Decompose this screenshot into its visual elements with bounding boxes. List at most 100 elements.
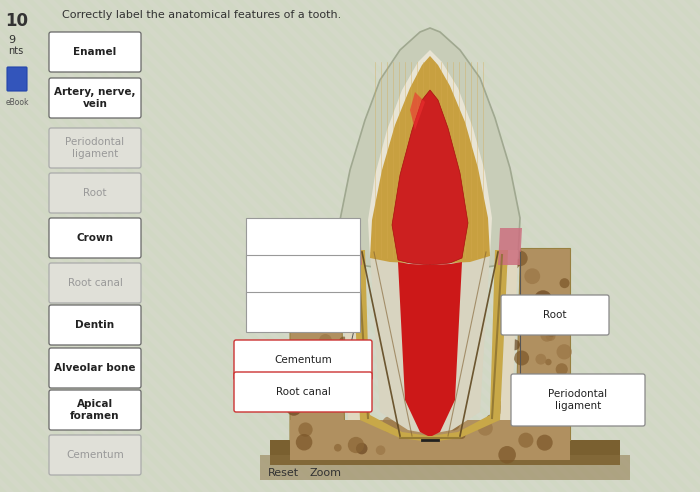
- Circle shape: [517, 296, 523, 303]
- Text: Dentin: Dentin: [76, 320, 115, 330]
- Polygon shape: [290, 248, 345, 440]
- Polygon shape: [362, 0, 700, 492]
- Text: Root canal: Root canal: [68, 278, 122, 288]
- Polygon shape: [530, 0, 700, 492]
- Polygon shape: [498, 228, 522, 265]
- Circle shape: [507, 256, 520, 269]
- Polygon shape: [54, 0, 553, 492]
- Polygon shape: [515, 248, 570, 440]
- Polygon shape: [370, 252, 490, 434]
- Polygon shape: [0, 0, 231, 492]
- Circle shape: [310, 285, 322, 297]
- Circle shape: [534, 290, 552, 308]
- Circle shape: [546, 331, 556, 341]
- FancyBboxPatch shape: [501, 295, 609, 335]
- Circle shape: [556, 363, 568, 375]
- Circle shape: [545, 323, 558, 337]
- Polygon shape: [236, 0, 700, 492]
- Polygon shape: [0, 0, 413, 492]
- Text: Crown: Crown: [76, 233, 113, 243]
- FancyBboxPatch shape: [49, 263, 141, 303]
- Polygon shape: [698, 0, 700, 492]
- Text: 10: 10: [5, 12, 28, 30]
- Circle shape: [512, 250, 528, 266]
- Polygon shape: [0, 0, 371, 492]
- Circle shape: [519, 377, 532, 389]
- Polygon shape: [392, 90, 468, 265]
- Polygon shape: [208, 0, 700, 492]
- Polygon shape: [670, 0, 700, 492]
- FancyBboxPatch shape: [49, 128, 141, 168]
- Text: 9: 9: [8, 35, 15, 45]
- Polygon shape: [656, 0, 700, 492]
- Polygon shape: [376, 0, 700, 492]
- Polygon shape: [572, 0, 700, 492]
- Polygon shape: [352, 250, 508, 442]
- Polygon shape: [418, 0, 700, 492]
- Polygon shape: [292, 0, 700, 492]
- Polygon shape: [0, 0, 301, 492]
- Polygon shape: [0, 0, 175, 492]
- Polygon shape: [446, 0, 700, 492]
- Polygon shape: [0, 0, 343, 492]
- Circle shape: [536, 354, 546, 365]
- Circle shape: [559, 278, 570, 288]
- Polygon shape: [0, 0, 35, 492]
- Text: Alveolar bone: Alveolar bone: [55, 363, 136, 373]
- Text: Artery, nerve,
vein: Artery, nerve, vein: [55, 87, 136, 109]
- Circle shape: [508, 277, 515, 284]
- Polygon shape: [432, 0, 700, 492]
- Polygon shape: [544, 0, 700, 492]
- Polygon shape: [0, 0, 77, 492]
- FancyBboxPatch shape: [234, 340, 372, 380]
- Circle shape: [446, 416, 460, 430]
- FancyBboxPatch shape: [7, 67, 27, 91]
- Polygon shape: [264, 0, 700, 492]
- Circle shape: [312, 245, 326, 260]
- Polygon shape: [82, 0, 581, 492]
- Polygon shape: [260, 455, 630, 480]
- Circle shape: [524, 307, 532, 314]
- Polygon shape: [306, 0, 700, 492]
- Circle shape: [348, 437, 364, 453]
- Circle shape: [554, 388, 568, 402]
- Circle shape: [556, 344, 572, 360]
- Text: Periodontal
ligament: Periodontal ligament: [548, 389, 608, 411]
- Polygon shape: [390, 0, 700, 492]
- Circle shape: [340, 337, 348, 345]
- Polygon shape: [342, 250, 360, 420]
- FancyBboxPatch shape: [49, 390, 141, 430]
- Polygon shape: [0, 0, 161, 492]
- Polygon shape: [600, 0, 700, 492]
- Circle shape: [329, 255, 336, 262]
- Text: Zoom: Zoom: [310, 468, 342, 478]
- Circle shape: [289, 262, 304, 277]
- Text: nts: nts: [8, 46, 23, 56]
- Circle shape: [300, 385, 306, 391]
- Polygon shape: [338, 228, 362, 265]
- Circle shape: [382, 416, 399, 433]
- Polygon shape: [0, 0, 469, 492]
- Circle shape: [498, 446, 516, 463]
- Circle shape: [505, 354, 514, 364]
- Polygon shape: [40, 0, 539, 492]
- FancyBboxPatch shape: [49, 435, 141, 475]
- FancyBboxPatch shape: [234, 372, 372, 412]
- Polygon shape: [270, 440, 620, 465]
- Polygon shape: [110, 0, 609, 492]
- FancyBboxPatch shape: [49, 173, 141, 213]
- FancyBboxPatch shape: [246, 292, 360, 332]
- Polygon shape: [0, 0, 217, 492]
- Polygon shape: [222, 0, 700, 492]
- FancyBboxPatch shape: [511, 374, 645, 426]
- Polygon shape: [124, 0, 623, 492]
- Polygon shape: [516, 0, 700, 492]
- Polygon shape: [0, 0, 119, 492]
- Polygon shape: [0, 0, 357, 492]
- Polygon shape: [250, 0, 700, 492]
- Text: Root canal: Root canal: [276, 387, 330, 397]
- Circle shape: [326, 381, 334, 389]
- Circle shape: [477, 421, 493, 436]
- Polygon shape: [684, 0, 700, 492]
- Polygon shape: [460, 0, 700, 492]
